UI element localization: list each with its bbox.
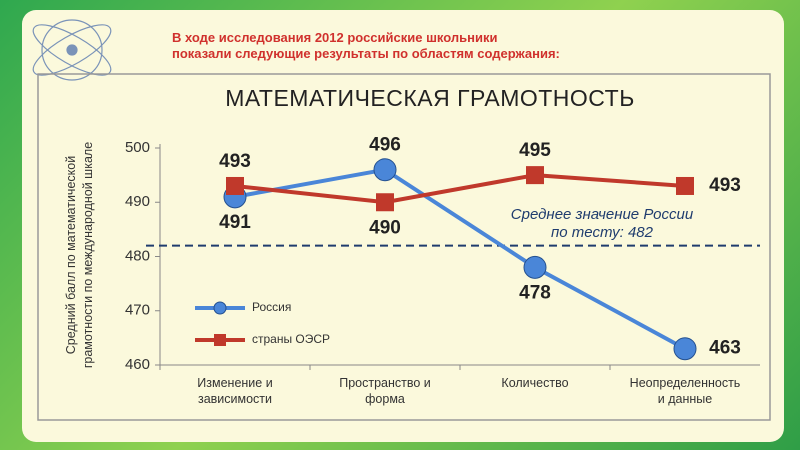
marker [673, 337, 697, 361]
y-tick-label: 490 [125, 193, 150, 210]
marker [373, 158, 397, 182]
legend-marker [214, 334, 226, 346]
logo [32, 19, 112, 81]
x-tick-label: Неопределенность и данные [629, 376, 741, 406]
data-label: 495 [519, 140, 551, 161]
data-label: 493 [219, 151, 251, 172]
series-line [234, 167, 686, 351]
marker [676, 176, 694, 195]
marker [376, 193, 394, 212]
y-tick-label: 470 [125, 302, 150, 319]
panel [22, 10, 784, 442]
series-line [234, 173, 686, 205]
reference-label: Среднее значение России по тесту: 482 [510, 206, 694, 241]
y-tick-label: 460 [125, 356, 150, 373]
y-tick-label: 480 [125, 247, 150, 264]
chart-frame [37, 73, 771, 421]
legend-marker [213, 301, 227, 315]
x-tick-label: Количество [501, 376, 569, 390]
data-label: 491 [219, 212, 251, 233]
data-label: 463 [709, 338, 741, 359]
x-tick-label: Пространство и форма [339, 376, 431, 406]
y-tick-label: 500 [125, 139, 150, 156]
data-label: 496 [369, 135, 401, 156]
data-label: 493 [709, 175, 741, 196]
header-line: показали следующие результаты по областя… [172, 46, 560, 61]
data-label: 478 [519, 282, 551, 303]
x-tick-label: Изменение и зависимости [197, 376, 273, 406]
data-label: 490 [369, 217, 401, 238]
legend-label: Россия [252, 300, 291, 314]
chart-title: МАТЕМАТИЧЕСКАЯ ГРАМОТНОСТЬ [225, 85, 635, 111]
header-line: В ходе исследования 2012 российские школ… [172, 30, 498, 45]
legend-label: страны ОЭСР [252, 332, 330, 346]
marker [226, 176, 244, 195]
y-axis-label: Средний балл по математической грамотнос… [64, 141, 95, 369]
marker [526, 166, 544, 185]
marker [523, 255, 547, 279]
